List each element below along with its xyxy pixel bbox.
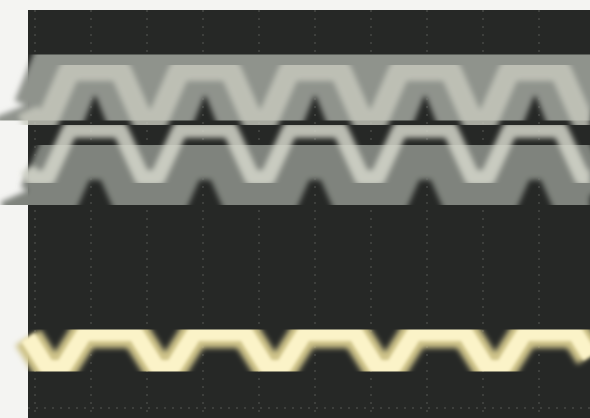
page: (() => { const svg = document.getElement… xyxy=(0,0,590,418)
oscilloscope-photo xyxy=(0,0,590,418)
